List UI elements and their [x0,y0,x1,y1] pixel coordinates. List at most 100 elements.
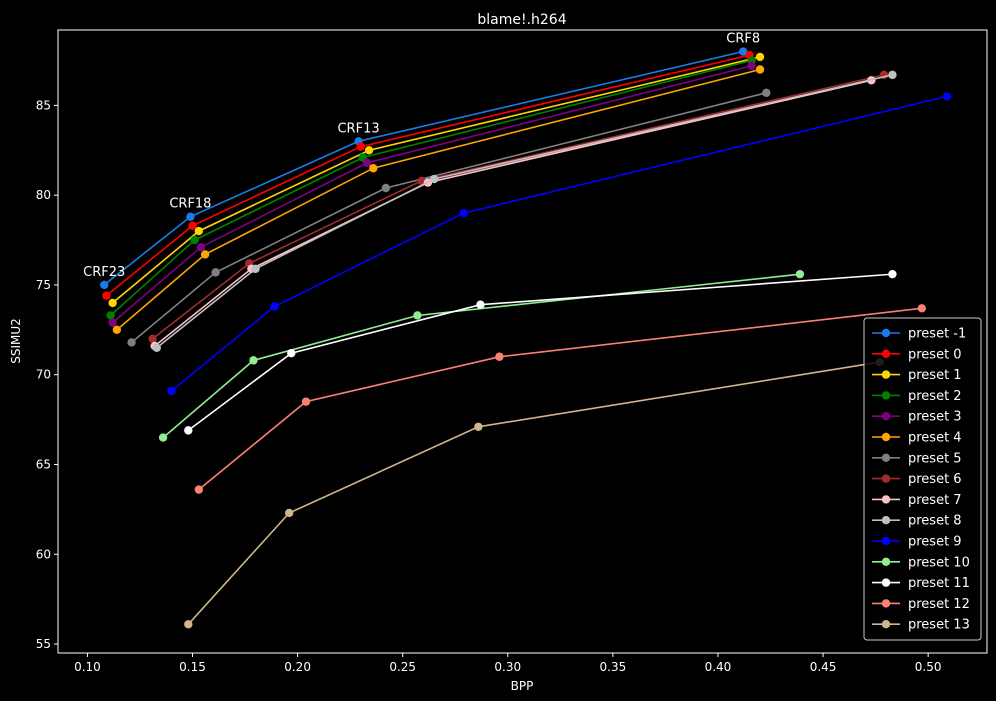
y-axis-label: SSIMU2 [9,318,23,364]
data-point [194,226,204,236]
data-point [100,280,109,290]
legend-label: preset 7 [908,493,962,508]
data-point [476,300,485,309]
legend-label: preset 10 [908,555,970,570]
data-point [196,243,206,252]
x-tick-label: 0.15 [179,660,206,674]
data-point [474,422,483,431]
legend-label: preset 8 [908,514,962,529]
legend-item: preset 10 [872,555,970,570]
x-tick-label: 0.30 [494,660,521,674]
legend-marker [881,432,891,442]
data-point [430,174,439,184]
series-4 [108,61,756,327]
y-tick-label: 85 [36,98,51,112]
legend-item: preset 0 [872,347,962,362]
data-point [152,343,161,352]
series-14 [184,357,885,629]
data-point [369,164,378,173]
data-point [251,264,260,273]
crf-annotation: CRF23 [83,265,125,280]
legend-label: preset 11 [908,576,970,591]
legend-marker [881,516,891,525]
legend: preset -1 preset 0 preset 1 preset 2 preset … [863,317,982,641]
legend-marker [881,578,891,587]
legend-marker [881,536,891,546]
x-axis-label: BPP [511,679,534,693]
legend-item: preset 3 [872,410,962,425]
legend-item: preset 11 [872,576,970,591]
data-point [364,146,374,155]
legend-label: preset 3 [908,410,962,425]
legend-marker [881,349,891,358]
data-point [102,291,111,300]
legend-label: preset -1 [908,327,966,342]
data-point [888,70,897,80]
data-point [106,311,115,320]
series-line [156,74,893,349]
legend-item: preset 9 [872,535,962,550]
series-6 [127,88,771,347]
series-line [170,95,948,392]
data-point [249,356,258,365]
legend-item: preset 7 [872,493,962,508]
crf-annotation: CRF13 [337,121,379,136]
series-line [112,65,752,324]
legend-label: preset 0 [908,347,962,362]
data-point [747,61,756,71]
series-line [112,56,761,304]
legend-label: preset 4 [908,431,962,446]
legend-marker [881,412,891,421]
data-point [190,235,199,245]
data-point [381,183,391,193]
series-1 [102,50,754,300]
data-point [158,433,168,442]
data-point [362,158,372,168]
data-point [127,338,136,347]
data-point [755,65,765,74]
data-point [148,334,157,344]
x-tick-label: 0.50 [915,660,942,674]
series-line [198,307,922,491]
data-point [186,212,195,221]
legend-marker [881,474,891,483]
legend-label: preset 1 [908,368,962,383]
series-9 [152,70,897,352]
data-point [917,304,927,313]
legend-marker [881,328,891,338]
y-axis: 55 60 65 70 75 80 85 [36,98,58,651]
series-7 [148,70,889,344]
legend-marker [881,557,891,566]
data-point [301,397,311,406]
series-line [152,74,885,340]
legend-item: preset 2 [872,389,962,404]
legend-item: preset 1 [872,368,962,383]
x-tick-label: 0.40 [705,660,732,674]
x-tick-label: 0.25 [389,660,416,674]
plot-frame [57,29,988,654]
series-line [116,68,761,331]
chart-title: blame!.h264 [477,12,566,28]
x-tick-label: 0.10 [74,660,101,674]
series-8 [150,76,876,351]
data-point [108,318,117,327]
crf-annotation: CRF18 [169,197,211,212]
y-tick-label: 65 [36,457,51,471]
data-point [942,92,952,101]
data-point [417,176,426,186]
legend-label: preset 13 [908,618,970,633]
data-point [795,269,805,279]
legend-label: preset 2 [908,389,962,404]
data-point [108,298,117,308]
series-line [103,50,744,286]
data-point [459,208,468,218]
y-tick-label: 70 [36,368,51,382]
legend-marker [881,370,891,379]
legend-item: preset 5 [872,451,962,466]
data-point [413,311,422,320]
legend-item: preset 8 [872,514,962,529]
data-point [112,325,122,335]
legend-label: preset 6 [908,472,962,487]
crf-annotation: CRF8 [726,32,760,47]
x-tick-label: 0.20 [284,660,311,674]
